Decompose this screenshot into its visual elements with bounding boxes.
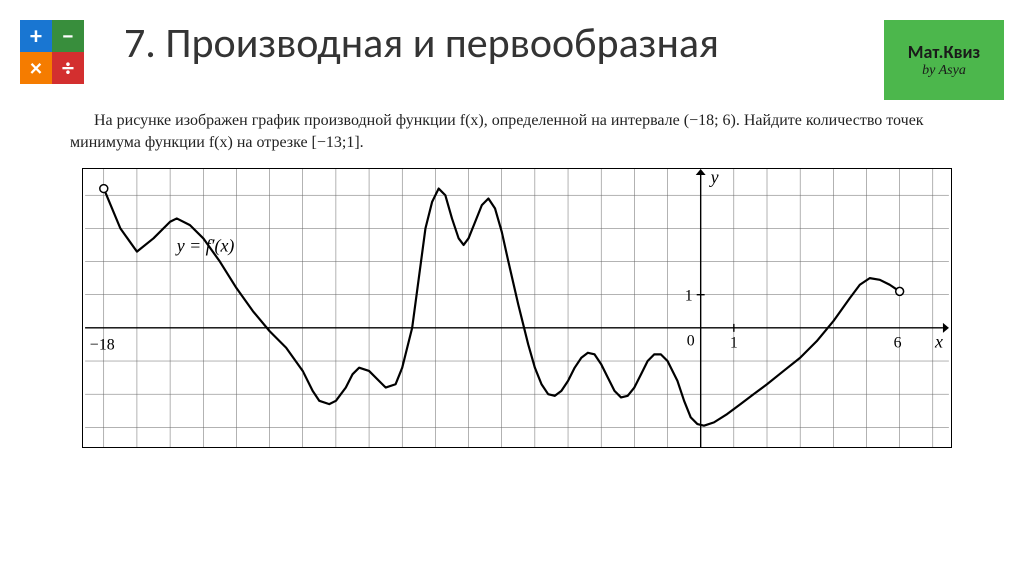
divide-icon: ÷ [52, 52, 84, 84]
chart-svg: y x 0 1 1 −18 6 y = f′(x) [83, 169, 951, 447]
derivative-chart: y x 0 1 1 −18 6 y = f′(x) [82, 168, 952, 448]
svg-text:x: x [934, 332, 943, 352]
logo-title: Мат.Квиз [908, 41, 980, 63]
svg-text:6: 6 [894, 335, 902, 352]
plus-icon: + [20, 20, 52, 52]
minus-icon: − [52, 20, 84, 52]
svg-text:1: 1 [730, 335, 738, 352]
page-title: 7. Производная и первообразная [124, 20, 884, 68]
multiply-icon: × [20, 52, 52, 84]
svg-text:y: y [709, 169, 719, 187]
svg-text:y = f′(x): y = f′(x) [175, 236, 235, 257]
quiz-logo: Мат.Квиз by Asya [884, 20, 1004, 100]
svg-text:1: 1 [685, 288, 693, 305]
svg-text:−18: −18 [90, 337, 115, 354]
math-operators-icon: + − × ÷ [20, 20, 84, 84]
svg-text:0: 0 [687, 333, 695, 350]
header: + − × ÷ 7. Производная и первообразная М… [0, 0, 1024, 100]
problem-block: На рисунке изображен график производной … [0, 100, 1024, 448]
problem-text: На рисунке изображен график производной … [70, 110, 964, 153]
logo-subtitle: by Asya [922, 63, 966, 79]
